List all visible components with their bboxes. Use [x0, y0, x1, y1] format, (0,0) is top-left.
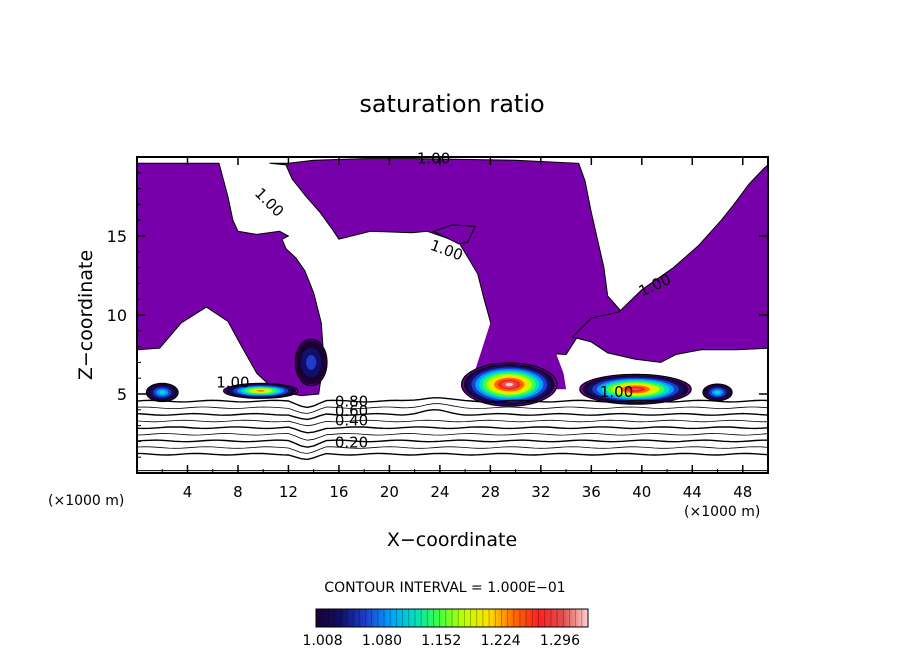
x-unit-right: (×1000 m) — [684, 504, 760, 520]
contour-line-0.3 — [137, 439, 768, 448]
x-tick-label: 16 — [329, 483, 348, 501]
plot-area — [137, 158, 768, 472]
y-tick-label: 10 — [107, 306, 127, 325]
saturated-lobe-0 — [137, 162, 325, 397]
x-tick-label: 44 — [683, 483, 702, 501]
colorbar-tick-label: 1.224 — [481, 633, 521, 649]
saturated-lobe-2 — [571, 164, 768, 363]
y-axis-ticks: 5 10 15 — [107, 172, 768, 458]
supersaturation-blob-5 — [294, 338, 328, 387]
contour-line-0.1 — [137, 452, 768, 461]
contour-line-0.8 — [137, 403, 768, 414]
contour-label: 0.60 — [335, 402, 368, 420]
y-axis-label: Z−coordinate — [75, 250, 97, 380]
supersaturation-blob-0 — [460, 362, 558, 407]
colorbar: 1.008 1.080 1.152 1.224 1.296 — [303, 608, 589, 649]
supersaturation-blob-1 — [579, 373, 692, 405]
x-axis-ticks: 4 8 12 16 20 24 28 32 36 40 44 48 — [161, 157, 752, 501]
contour-interval-text: CONTOUR INTERVAL = 1.000E−01 — [324, 580, 565, 596]
blob-level — [306, 355, 317, 370]
x-unit-left: (×1000 m) — [48, 493, 124, 509]
contour-line-0.2 — [137, 446, 768, 454]
colorbar-tick-labels: 1.008 1.080 1.152 1.224 1.296 — [303, 633, 581, 649]
x-tick-label: 36 — [582, 483, 601, 501]
colorbar-stripes — [321, 609, 583, 627]
saturated-region — [137, 158, 768, 397]
contour-label: 1.00 — [251, 184, 287, 220]
supersaturation-blob-4 — [702, 383, 733, 402]
x-tick-label: 28 — [481, 483, 500, 501]
x-tick-label: 20 — [380, 483, 399, 501]
y-tick-label: 15 — [107, 227, 127, 246]
blob-level — [714, 390, 721, 395]
contour-label: 0.20 — [335, 434, 368, 452]
colorbar-tick-label: 1.080 — [362, 633, 402, 649]
blob-level — [630, 387, 641, 391]
x-tick-label: 24 — [430, 483, 449, 501]
contour-line-0.9 — [137, 397, 768, 409]
y-tick-label: 5 — [117, 385, 127, 404]
x-tick-label: 8 — [233, 483, 243, 501]
blob-level — [256, 390, 265, 392]
colorbar-tick-label: 1.008 — [303, 633, 343, 649]
colorbar-tick-label: 1.296 — [540, 633, 580, 649]
contour-label: 1.00 — [600, 383, 633, 401]
chart-title: saturation ratio — [359, 90, 544, 118]
contour-line-0.6 — [137, 419, 768, 427]
colorbar-gradient — [315, 608, 589, 628]
x-axis-label: X−coordinate — [387, 529, 517, 551]
x-tick-label: 12 — [279, 483, 298, 501]
supersaturation-blob-3 — [145, 382, 179, 403]
x-tick-label: 4 — [183, 483, 193, 501]
blob-level — [505, 382, 514, 387]
blob-level — [159, 390, 166, 395]
contour-label: 1.00 — [216, 374, 249, 392]
x-tick-label: 32 — [531, 483, 550, 501]
saturated-lobe-3 — [432, 224, 476, 245]
contour-label: 0.40 — [335, 412, 368, 430]
sub-saturation-contours — [137, 397, 768, 472]
contour-line-0.7 — [137, 408, 768, 421]
x-tick-label: 48 — [733, 483, 752, 501]
supersaturation-blobs — [145, 338, 733, 407]
contour-line-0.4 — [137, 433, 768, 441]
contour-label: 1.00 — [417, 149, 450, 167]
contour-line-0.5 — [137, 426, 768, 434]
contour-label: 0.80 — [335, 393, 368, 411]
supersaturation-blob-2 — [222, 382, 299, 399]
x-tick-label: 40 — [632, 483, 651, 501]
colorbar-tick-label: 1.152 — [421, 633, 461, 649]
